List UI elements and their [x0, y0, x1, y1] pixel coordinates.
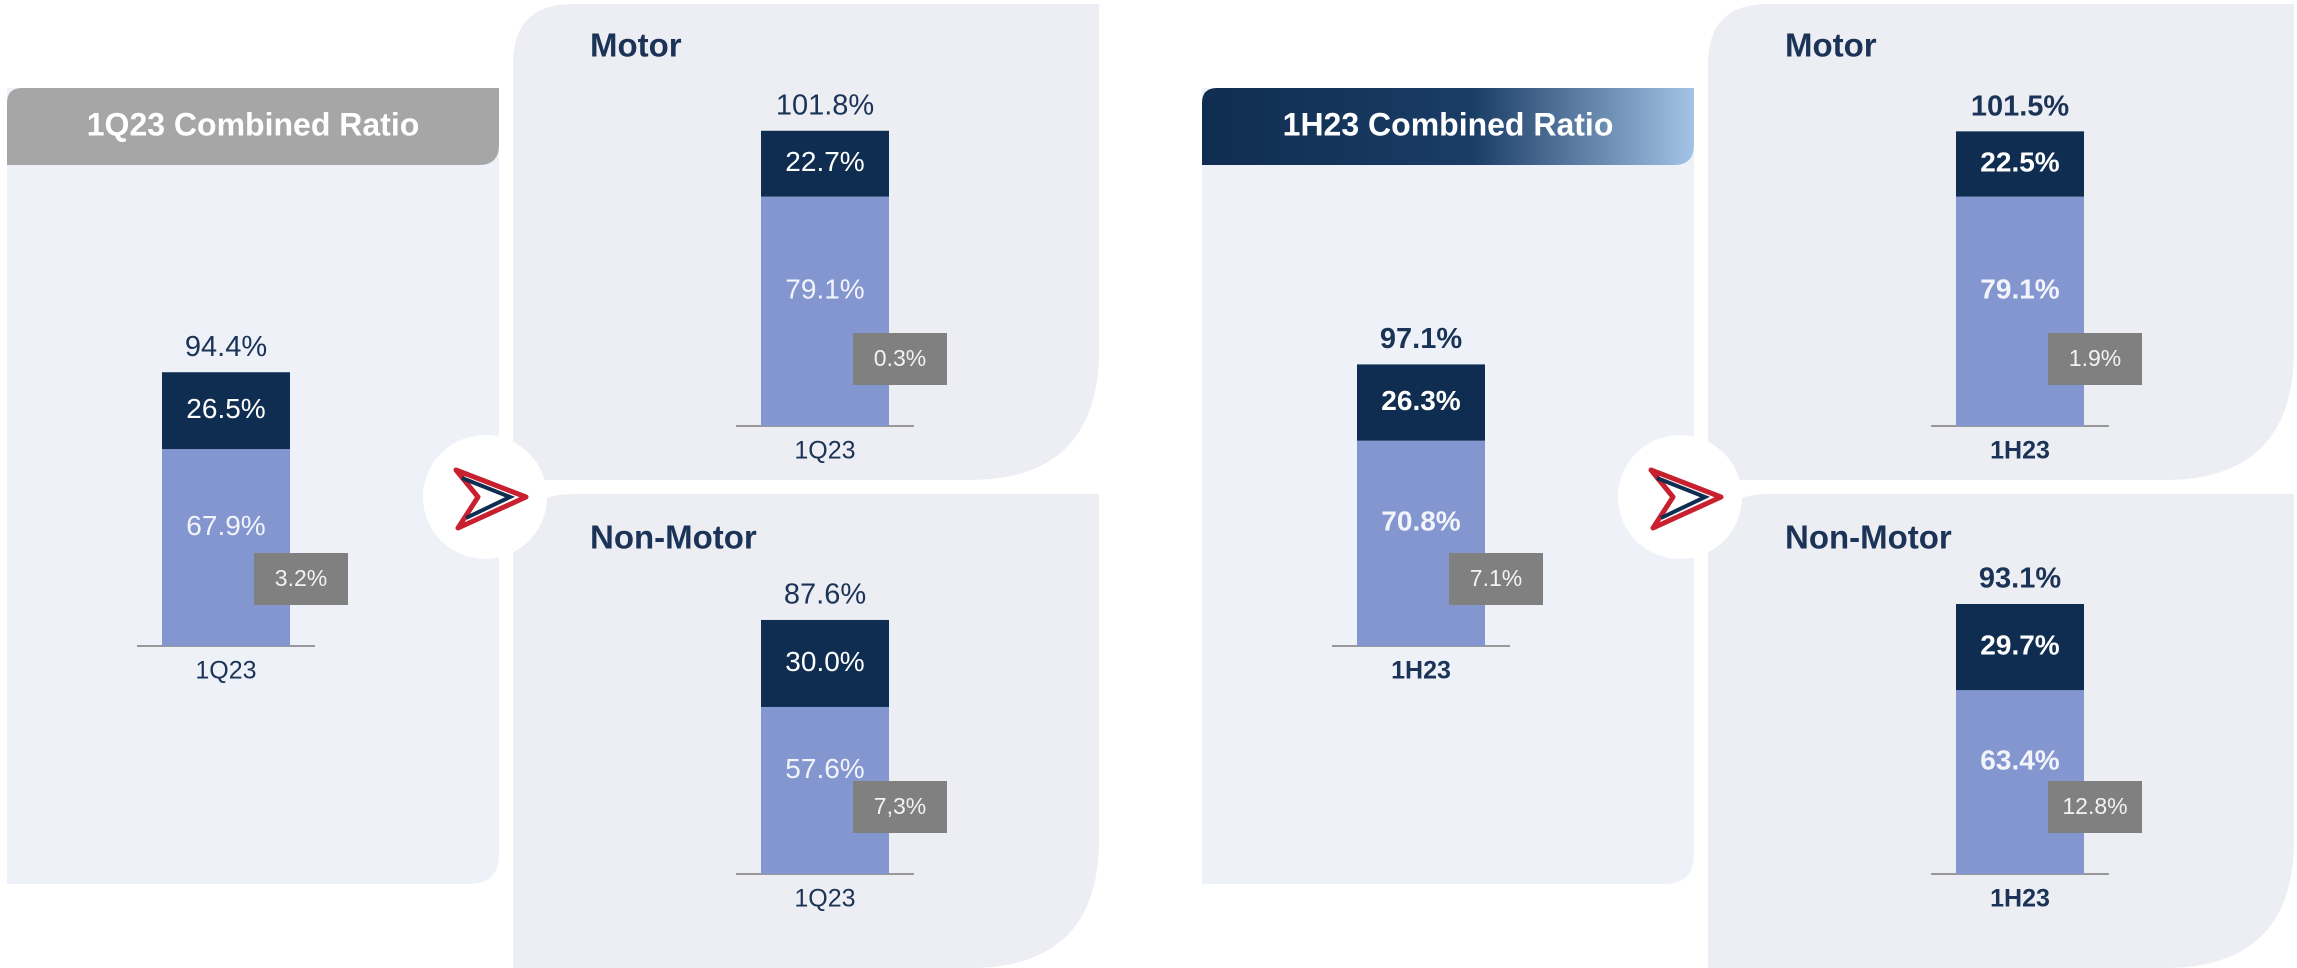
bar-segment [761, 619, 889, 707]
inset-box [1449, 553, 1543, 605]
arrow-icon [453, 467, 529, 531]
inset-box [853, 333, 947, 385]
x-tick-label: 1Q23 [794, 885, 855, 913]
bar-segment [162, 449, 290, 646]
x-tick-label: 1H23 [1990, 885, 2050, 913]
inset-box [254, 553, 348, 605]
arrow-icon-inner [1656, 476, 1711, 520]
segment-label: 26.5% [186, 393, 265, 424]
bar-segment [1956, 604, 2084, 691]
chart-title: Motor [1785, 27, 1877, 64]
segment-label: 79.1% [1980, 274, 2059, 305]
x-tick-label: 1H23 [1391, 657, 1451, 685]
summary-header [7, 88, 499, 165]
arrow-icon-inner [461, 476, 516, 520]
bar-segment [1357, 364, 1485, 441]
bar-segment [1357, 440, 1485, 646]
x-tick-label: 1Q23 [794, 437, 855, 465]
inset-label: 7,3% [874, 793, 926, 819]
inset-label: 12.8% [2062, 793, 2127, 819]
total-label: 93.1% [1979, 563, 2061, 595]
segment-label: 70.8% [1381, 506, 1460, 537]
total-label: 87.6% [784, 579, 866, 611]
segment-label: 29.7% [1980, 629, 2059, 660]
total-label: 94.4% [185, 331, 267, 363]
inset-box [2048, 781, 2142, 833]
inset-label: 7.1% [1470, 565, 1522, 591]
chart-title: Motor [590, 27, 682, 64]
total-label: 97.1% [1380, 323, 1462, 355]
bar-segment [761, 130, 889, 197]
inset-box [2048, 333, 2142, 385]
summary-header [1202, 88, 1694, 165]
segment-label: 22.7% [785, 146, 864, 177]
inset-label: 1.9% [2069, 345, 2121, 371]
chart-title: 1H23 Combined Ratio [1283, 106, 1614, 142]
arrow-icon [1648, 467, 1724, 531]
arrow-badge [423, 435, 547, 559]
segment-label: 67.9% [186, 510, 265, 541]
arrow-badge [1618, 435, 1742, 559]
segment-label: 30.0% [785, 646, 864, 677]
segment-label: 63.4% [1980, 744, 2059, 775]
segment-label: 26.3% [1381, 385, 1460, 416]
bar-segment [1956, 196, 2084, 426]
chart-title: 1Q23 Combined Ratio [87, 106, 420, 142]
x-tick-label: 1H23 [1990, 437, 2050, 465]
total-label: 101.5% [1971, 90, 2070, 122]
chart-title: Non-Motor [1785, 519, 1952, 556]
segment-label: 57.6% [785, 753, 864, 784]
inset-label: 3.2% [275, 565, 327, 591]
bar-segment [162, 372, 290, 450]
x-tick-label: 1Q23 [195, 657, 256, 685]
segment-label: 22.5% [1980, 146, 2059, 177]
total-label: 101.8% [776, 89, 874, 121]
chart-title: Non-Motor [590, 519, 757, 556]
inset-box [853, 781, 947, 833]
bar-segment [1956, 131, 2084, 197]
segment-label: 79.1% [785, 274, 864, 305]
inset-label: 0.3% [874, 345, 926, 371]
bar-segment [761, 196, 889, 426]
